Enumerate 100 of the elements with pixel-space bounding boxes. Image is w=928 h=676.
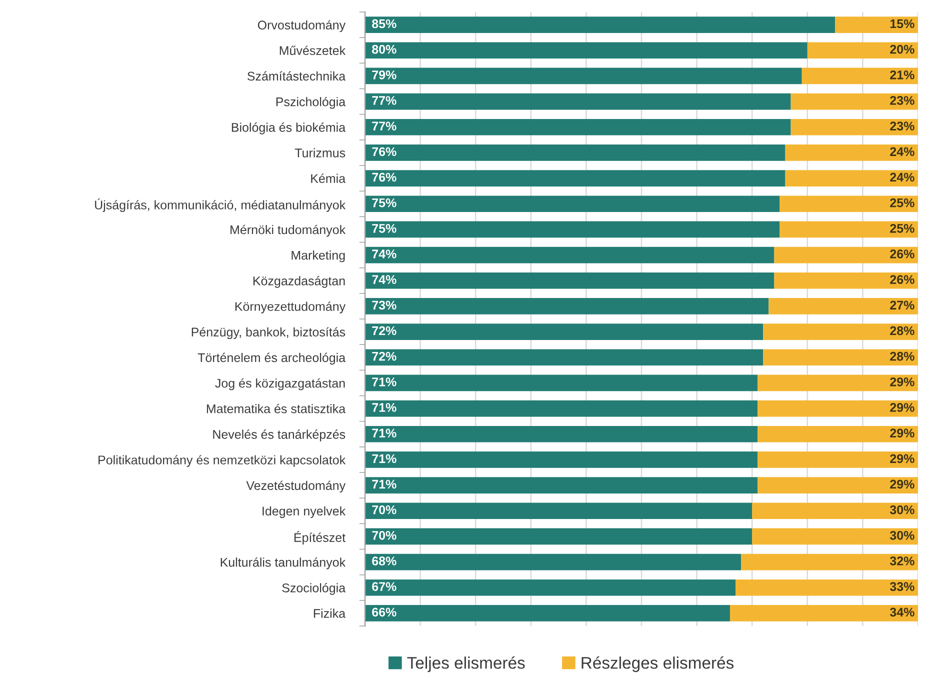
bar — [365, 426, 758, 442]
y-tick-label: Szociológia — [282, 583, 346, 595]
bar — [730, 605, 918, 622]
bar — [774, 272, 918, 289]
bar — [763, 349, 918, 366]
data-label: 27% — [890, 300, 914, 310]
data-label: 68% — [372, 556, 396, 566]
bar — [790, 118, 918, 136]
y-tick-label: Környezettudomány — [235, 302, 346, 314]
data-label: 74% — [372, 275, 396, 284]
data-label: 71% — [372, 428, 396, 438]
data-label: 30% — [890, 505, 914, 514]
bar — [365, 605, 730, 622]
bar — [365, 349, 764, 366]
data-label: 74% — [372, 250, 396, 258]
y-tick-label: Mérnöki tudományok — [230, 224, 346, 237]
data-label: 71% — [372, 454, 396, 464]
bar — [774, 246, 918, 264]
y-tick-label: Biológia és biokémia — [232, 122, 346, 134]
data-label: 80% — [372, 44, 396, 54]
bar — [365, 324, 764, 340]
bar — [752, 528, 918, 545]
y-tick-label: Marketing — [292, 250, 345, 262]
bar — [365, 579, 736, 596]
bar — [365, 298, 769, 314]
bar — [365, 68, 802, 84]
bar — [780, 221, 918, 238]
data-label: 23% — [890, 122, 914, 130]
y-tick-label: Fizika — [314, 608, 346, 618]
data-label: 20% — [890, 44, 914, 54]
data-label: 67% — [372, 582, 396, 591]
data-label: 71% — [372, 377, 396, 386]
data-label: 72% — [372, 352, 396, 361]
bar — [365, 170, 786, 186]
data-label: 32% — [890, 556, 914, 566]
y-tick-label: Újságírás, kommunikáció, médiatanulmányok — [95, 198, 346, 212]
y-tick-label: Turizmus — [294, 148, 346, 158]
data-label: 28% — [890, 352, 914, 361]
bar — [807, 42, 918, 59]
data-label: 29% — [890, 377, 914, 386]
bar — [365, 16, 836, 33]
data-label: 71% — [372, 480, 396, 489]
data-label: 79% — [372, 70, 396, 80]
bar — [365, 196, 780, 212]
bar — [365, 246, 774, 264]
y-tick-label: Kémia — [311, 174, 346, 183]
data-label: 75% — [372, 198, 396, 208]
bar — [365, 144, 786, 161]
y-tick-label: Pszichológia — [276, 96, 346, 109]
y-tick-label: Orvostudomány — [258, 20, 346, 32]
data-label: 28% — [890, 326, 914, 336]
bar — [365, 502, 752, 520]
bar — [741, 554, 918, 570]
y-tick-label: Matematika és statisztika — [206, 404, 346, 414]
data-label: 71% — [372, 403, 396, 412]
data-label: 75% — [372, 224, 396, 233]
data-label: 33% — [890, 582, 914, 591]
bar — [365, 400, 758, 417]
data-label: 15% — [890, 19, 914, 28]
bar — [790, 93, 918, 110]
data-label: 77% — [372, 96, 396, 105]
y-tick-label: Történelem és archeológia — [198, 352, 346, 365]
data-label: 21% — [890, 70, 914, 80]
y-tick-label: Kulturális tanulmányok — [220, 557, 346, 570]
bar — [835, 16, 918, 33]
data-label: 25% — [890, 224, 914, 233]
bar — [758, 452, 918, 468]
y-tick-label: Jog és közigazgatástan — [215, 378, 345, 390]
data-label: 76% — [372, 172, 396, 182]
bar — [768, 298, 918, 314]
bar — [365, 528, 752, 545]
bar — [365, 554, 742, 570]
data-label: 77% — [372, 122, 396, 130]
bar — [365, 452, 758, 468]
y-tick-label: Építészet — [294, 531, 346, 544]
y-tick-label: Közgazdaságtan — [253, 276, 345, 288]
y-tick-label: Számítástechnika — [247, 71, 346, 81]
y-tick-label: Művészetek — [280, 46, 346, 56]
bar — [785, 144, 918, 161]
data-label: 25% — [890, 198, 914, 208]
bar — [365, 118, 791, 136]
legend-label: Teljes elismerés — [407, 656, 525, 672]
bar — [802, 68, 918, 84]
bar — [758, 374, 918, 392]
data-label: 70% — [372, 530, 396, 540]
data-label: 26% — [890, 250, 914, 258]
data-label: 24% — [890, 147, 914, 156]
y-tick-label: Vezetéstudomány — [246, 480, 346, 492]
bar — [758, 426, 918, 442]
bar — [758, 400, 918, 417]
bar — [780, 196, 918, 212]
data-label: 23% — [890, 96, 914, 105]
bar — [365, 221, 780, 238]
data-label: 76% — [372, 147, 396, 156]
data-label: 30% — [890, 530, 914, 540]
bar — [365, 272, 774, 289]
data-label: 70% — [372, 505, 396, 514]
bar — [365, 477, 758, 494]
data-label: 72% — [372, 326, 396, 336]
y-tick-label: Idegen nyelvek — [262, 506, 346, 518]
